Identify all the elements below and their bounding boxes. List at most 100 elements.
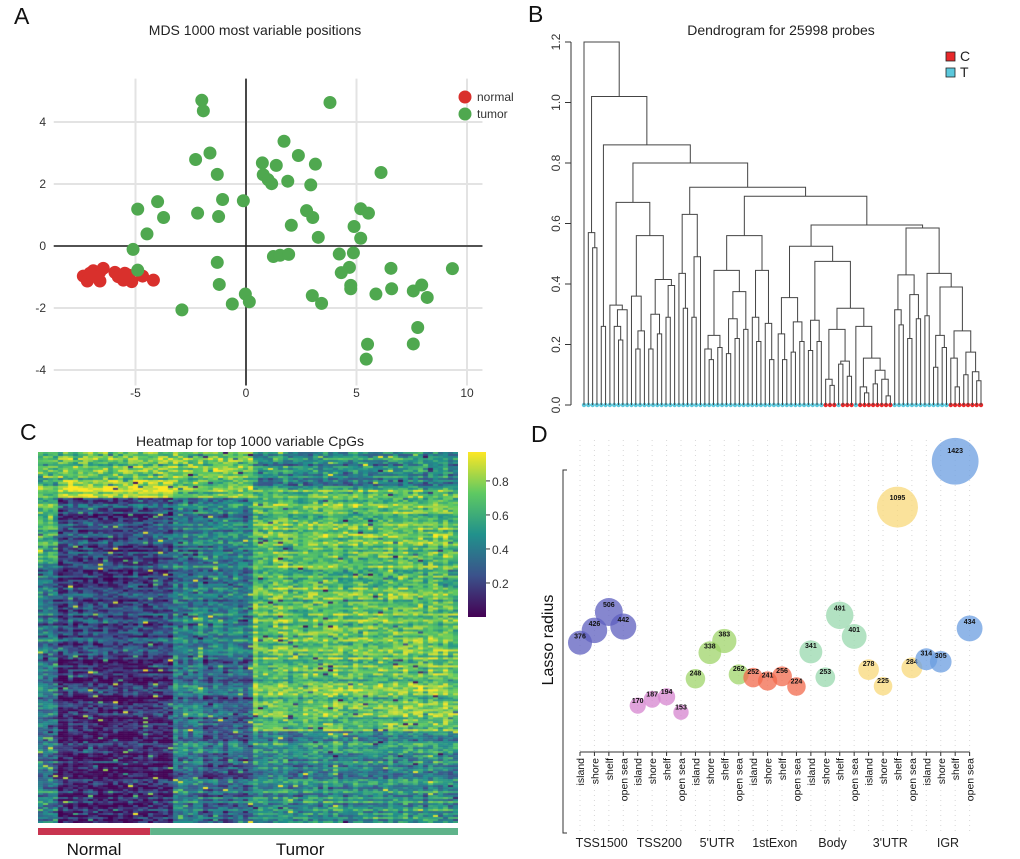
bubble-shelf bbox=[712, 628, 737, 654]
dendrogram-link bbox=[897, 274, 915, 310]
y-tick-label: 0.6 bbox=[549, 215, 563, 232]
x-tick-label: 5 bbox=[353, 386, 360, 400]
colorbar-tick-label: 0.6 bbox=[492, 509, 509, 523]
bubble-value-label: 187 bbox=[646, 691, 658, 698]
dendrogram-link bbox=[600, 325, 607, 405]
dendrogram-link bbox=[814, 260, 851, 321]
subcategory-label: shelf bbox=[777, 758, 789, 780]
dendrogram-link bbox=[743, 328, 749, 405]
subcategory-label: shelf bbox=[950, 758, 962, 780]
group-label: 1stExon bbox=[752, 836, 797, 850]
bubble-value-label: 194 bbox=[661, 689, 673, 696]
legend-label-normal: normal bbox=[477, 90, 514, 104]
point-tumor bbox=[242, 295, 256, 309]
dendrogram-link bbox=[704, 348, 712, 405]
dendrogram-link bbox=[829, 384, 835, 405]
dendrogram-link bbox=[756, 340, 762, 405]
dendrogram-link bbox=[816, 340, 822, 405]
dendrogram-link bbox=[618, 339, 624, 405]
dendrogram-link bbox=[583, 41, 620, 405]
dendrogram-link bbox=[807, 350, 814, 405]
point-tumor bbox=[411, 321, 425, 335]
group-label: 3'UTR bbox=[873, 836, 908, 850]
point-tumor bbox=[255, 156, 269, 170]
bubble-value-label: 376 bbox=[574, 634, 586, 641]
group-label: IGR bbox=[937, 836, 959, 850]
dendrogram-link bbox=[825, 378, 833, 405]
bubble-value-label: 434 bbox=[964, 619, 976, 626]
point-tumor bbox=[354, 231, 368, 245]
y-tick-label: 0.8 bbox=[549, 154, 563, 171]
dendrogram-link bbox=[894, 309, 902, 405]
bubble-shore bbox=[815, 667, 836, 688]
dendrogram-link bbox=[950, 357, 958, 405]
subcategory-label: shelf bbox=[835, 758, 847, 780]
point-tumor bbox=[277, 134, 291, 148]
bubble-shore bbox=[929, 650, 952, 673]
panel-label-b: B bbox=[528, 1, 543, 27]
subcategory-label: island bbox=[806, 758, 818, 786]
point-tumor bbox=[445, 262, 459, 276]
bubble-open-sea bbox=[673, 704, 689, 720]
colorbar bbox=[468, 452, 486, 617]
heatmap-title: Heatmap for top 1000 variable CpGs bbox=[136, 433, 364, 449]
point-tumor bbox=[157, 210, 171, 224]
point-normal bbox=[96, 261, 110, 275]
dendrogram-link bbox=[954, 386, 960, 405]
dendrogram-link bbox=[725, 353, 732, 405]
dendrogram-link bbox=[862, 357, 881, 387]
subcategory-label: island bbox=[864, 758, 876, 786]
point-tumor bbox=[216, 193, 230, 206]
bubble-shelf bbox=[657, 688, 676, 706]
bubble-value-label: 225 bbox=[877, 678, 889, 685]
dendrogram-link bbox=[591, 95, 648, 233]
subcategory-label: island bbox=[690, 758, 702, 786]
subcategory-label: shore bbox=[589, 758, 601, 784]
bubble-value-label: 401 bbox=[848, 627, 860, 634]
y-tick-label: 4 bbox=[39, 115, 46, 129]
bubble-open-sea bbox=[841, 624, 867, 649]
dendrogram-link bbox=[799, 340, 805, 405]
subcategory-label: open sea bbox=[965, 758, 977, 801]
dendrogram-link bbox=[872, 383, 878, 405]
bubble-value-label: 252 bbox=[747, 669, 759, 676]
dendrogram-link bbox=[965, 351, 977, 375]
point-tumor bbox=[420, 290, 434, 304]
point-tumor bbox=[281, 174, 295, 188]
subcategory-label: shore bbox=[647, 758, 659, 784]
subcategory-label: shelf bbox=[604, 758, 616, 780]
point-tumor bbox=[189, 153, 203, 167]
dendrogram-link bbox=[874, 369, 886, 384]
bubble-value-label: 284 bbox=[906, 659, 918, 666]
legend-label-tumor: tumor bbox=[477, 107, 508, 121]
point-tumor bbox=[196, 104, 210, 118]
colorbar-tick-label: 0.2 bbox=[492, 577, 509, 591]
bubble-value-label: 491 bbox=[834, 606, 846, 613]
point-tumor bbox=[346, 246, 360, 260]
point-tumor bbox=[140, 227, 154, 241]
dendrogram-link bbox=[915, 318, 922, 405]
dendrogram-link bbox=[881, 378, 889, 405]
dendrogram-link bbox=[971, 371, 980, 405]
point-tumor bbox=[212, 210, 226, 224]
dendrogram-link bbox=[939, 286, 963, 336]
subcategory-label: island bbox=[748, 758, 760, 786]
group-label: TSS1500 bbox=[576, 836, 628, 850]
bubble-value-label: 153 bbox=[675, 705, 687, 712]
dendrogram-title: Dendrogram for 25998 probes bbox=[687, 22, 875, 38]
dendrogram-link bbox=[933, 366, 939, 405]
point-tumor bbox=[265, 177, 279, 191]
subcategory-label: shore bbox=[878, 758, 890, 784]
point-tumor bbox=[131, 202, 145, 216]
dendrogram-link bbox=[846, 375, 853, 405]
y-tick-label: -4 bbox=[35, 363, 46, 377]
dendrogram-link bbox=[587, 232, 596, 405]
dendrogram-link bbox=[613, 325, 622, 405]
point-tumor bbox=[344, 282, 358, 296]
dendrogram-link bbox=[728, 318, 738, 354]
y-tick-label: -2 bbox=[35, 301, 46, 315]
group-label-tumor: Tumor bbox=[276, 840, 325, 859]
point-tumor bbox=[225, 297, 239, 311]
